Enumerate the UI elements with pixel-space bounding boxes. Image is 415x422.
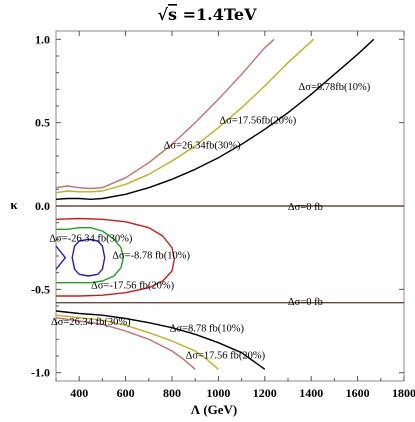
x-tick-label: 1400 bbox=[299, 386, 323, 400]
contour-annotation: Δσ=17.56fb(20%) bbox=[219, 115, 296, 126]
x-tick-label: 1000 bbox=[206, 386, 230, 400]
contour-annotation: Δσ=0 fb bbox=[288, 297, 323, 308]
series-line-olive bbox=[55, 38, 314, 194]
contour-annotation: Δσ=8.78fb(10%) bbox=[299, 82, 371, 93]
x-tick-label: 1600 bbox=[346, 386, 370, 400]
axis-ticks bbox=[55, 31, 405, 381]
series-line-olive bbox=[55, 314, 219, 370]
contour-annotation: Δσ=8.78 fb(10%) bbox=[170, 324, 245, 335]
series-line-red bbox=[55, 217, 176, 297]
x-tick-label: 400 bbox=[70, 386, 88, 400]
series-line-blue bbox=[55, 245, 67, 270]
y-tick-label: 1.0 bbox=[35, 32, 50, 46]
contour-annotation: Δσ=26.34fb(30%) bbox=[164, 140, 241, 151]
title-s: s bbox=[168, 5, 177, 24]
x-axis-label: Λ (GeV) bbox=[191, 402, 238, 417]
y-tick-label: 0.0 bbox=[35, 199, 50, 213]
y-tick-label: -1.0 bbox=[31, 366, 50, 380]
series-line-blue bbox=[71, 238, 106, 277]
series-line-rose bbox=[55, 317, 196, 370]
y-tick-label: -0.5 bbox=[31, 282, 50, 296]
x-tick-label: 600 bbox=[117, 386, 135, 400]
tick-labels: 400 600 800 1000 1200 1400 1600 1800 -1.0 -0.5 0.0… bbox=[31, 32, 415, 400]
title-sqrt: √ bbox=[157, 5, 168, 24]
contour-annotation: Δσ=0 fb bbox=[288, 202, 323, 213]
series-line-black bbox=[55, 310, 266, 370]
contour-annotation: Δσ=-26.34 fb(30%) bbox=[49, 234, 133, 245]
y-tick-label: 0.5 bbox=[35, 116, 50, 130]
contour-annotation: Δσ=26.34 fb(30%) bbox=[51, 317, 131, 328]
series-line-black bbox=[55, 38, 375, 201]
series-line-green bbox=[56, 226, 125, 284]
y-axis-label: κ bbox=[10, 197, 18, 212]
x-tick-label: 1800 bbox=[392, 386, 415, 400]
contour-annotation: Δσ=-17.56 fb(20%) bbox=[91, 280, 175, 291]
contour-annotation: Δσ=-8.78 fb(10%) bbox=[112, 250, 190, 261]
series-group bbox=[55, 38, 404, 370]
annotation-group: Δσ=8.78fb(10%) Δσ=17.56fb(20%) Δσ=26.34fb(… bbox=[49, 82, 370, 361]
contour-annotation: Δσ=17.56 fb(20%) bbox=[186, 350, 266, 361]
x-tick-label: 800 bbox=[163, 386, 181, 400]
x-tick-label: 1200 bbox=[253, 386, 277, 400]
series-line-rose bbox=[55, 38, 275, 190]
title-rest: =1.4TeV bbox=[177, 5, 257, 24]
chart-title: √s =1.4TeV bbox=[157, 5, 257, 24]
